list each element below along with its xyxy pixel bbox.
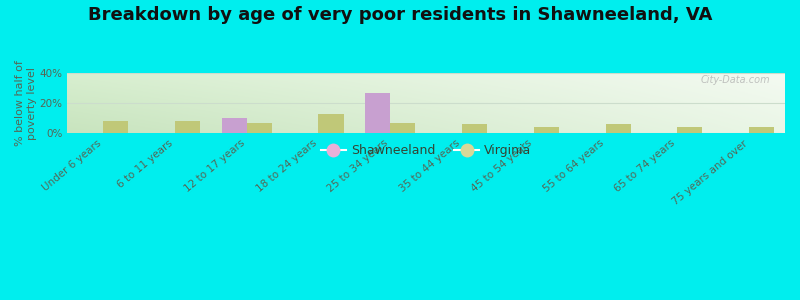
Bar	[534, 127, 559, 133]
Legend: Shawneeland, Virginia: Shawneeland, Virginia	[316, 139, 536, 162]
Bar	[222, 118, 246, 133]
Y-axis label: % below half of
poverty level: % below half of poverty level	[15, 60, 37, 146]
Bar	[462, 124, 487, 133]
Text: Breakdown by age of very poor residents in Shawneeland, VA: Breakdown by age of very poor residents …	[88, 6, 712, 24]
Bar	[246, 123, 272, 133]
Bar	[606, 124, 630, 133]
Bar	[390, 123, 415, 133]
Bar	[318, 114, 343, 133]
Bar	[365, 93, 390, 133]
Bar	[175, 121, 200, 133]
Bar	[749, 127, 774, 133]
Bar	[103, 121, 128, 133]
Bar	[678, 127, 702, 133]
Text: City-Data.com: City-Data.com	[701, 75, 770, 85]
